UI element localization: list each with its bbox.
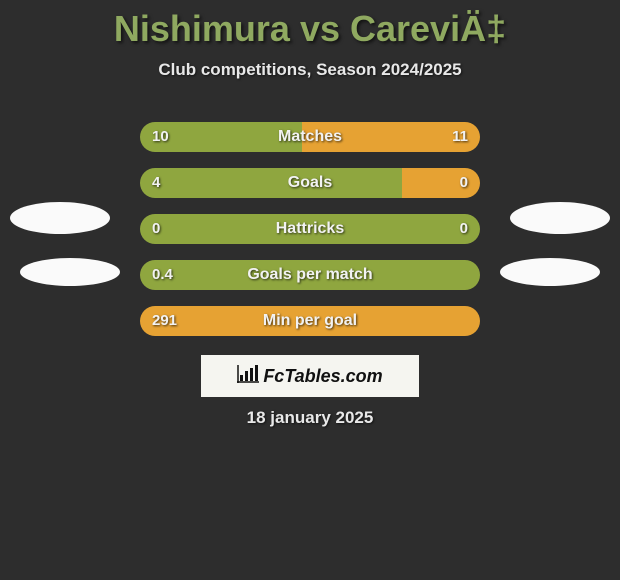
stat-bar-row: Hattricks0 0 [140,214,480,244]
player2-avatar [510,202,610,234]
bar-label: Goals [140,168,480,198]
bar-label: Goals per match [140,260,480,290]
bar-left-value: 4 [152,168,160,198]
bar-label: Matches [140,122,480,152]
stat-bar-row: Min per goal291 [140,306,480,336]
logo-box: FcTables.com [201,355,419,397]
logo-text: FcTables.com [263,366,382,387]
bar-left-value: 291 [152,306,177,336]
bar-left-value: 0 [152,214,160,244]
bar-label: Hattricks [140,214,480,244]
subtitle: Club competitions, Season 2024/2025 [0,60,620,80]
logo: FcTables.com [237,365,382,388]
bar-label: Min per goal [140,306,480,336]
bar-right-value: 11 [452,122,468,152]
stat-bar-row: Goals4 0 [140,168,480,198]
page-title: Nishimura vs CareviÄ‡ [0,0,620,50]
player1-avatar [10,202,110,234]
stat-bar-row: Matches10 11 [140,122,480,152]
bar-left-value: 10 [152,122,169,152]
bar-chart-icon [237,365,259,388]
player1-club-avatar [20,258,120,286]
player2-club-avatar [500,258,600,286]
stat-bars: Matches1011Goals40Hattricks00Goals per m… [140,122,480,352]
comparison-widget: Nishimura vs CareviÄ‡ Club competitions,… [0,0,620,580]
bar-left-value: 0.4 [152,260,173,290]
stat-bar-row: Goals per match0.4 [140,260,480,290]
date-label: 18 january 2025 [0,408,620,428]
bar-right-value: 0 [460,214,468,244]
bar-right-value: 0 [460,168,468,198]
